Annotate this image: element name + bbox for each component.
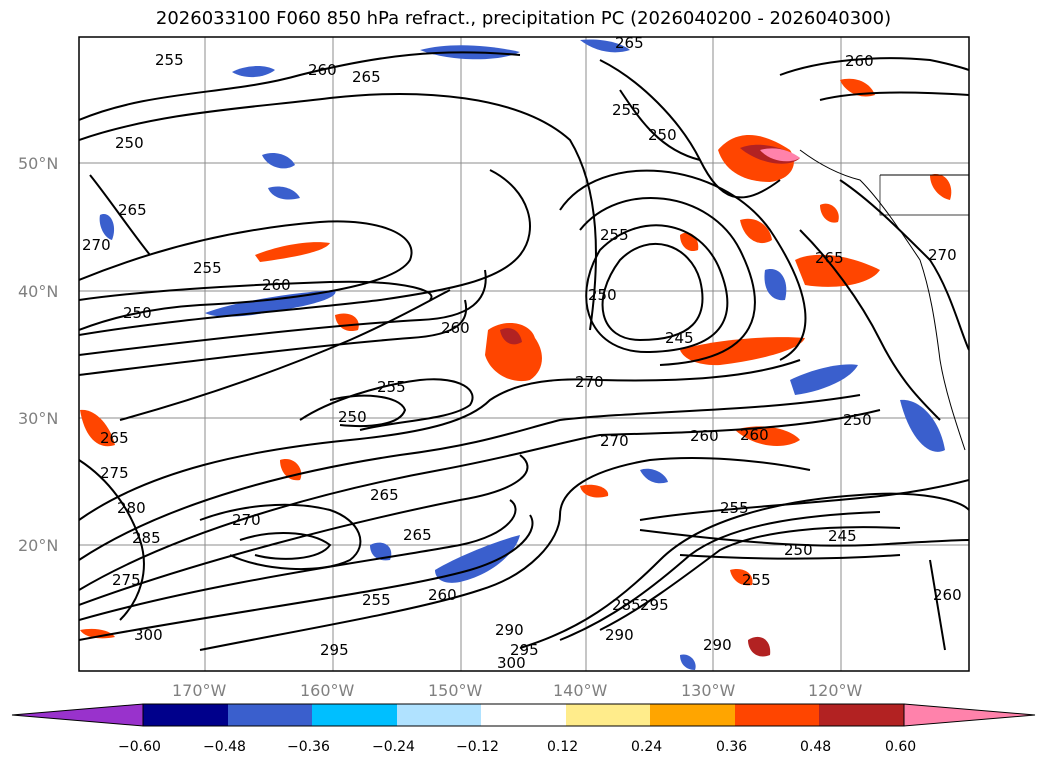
contour-label: 300 bbox=[134, 626, 163, 644]
coastline bbox=[799, 149, 966, 451]
contour-label: 250 bbox=[784, 541, 813, 559]
lon-tick-label: 150°W bbox=[428, 681, 483, 700]
contour-label: 255 bbox=[155, 51, 184, 69]
lon-tick-label: 160°W bbox=[300, 681, 355, 700]
contour-label: 250 bbox=[338, 408, 367, 426]
lon-tick-label: 130°W bbox=[681, 681, 736, 700]
contour-label: 245 bbox=[665, 329, 694, 347]
colorbar-label: −0.24 bbox=[372, 739, 415, 755]
colorbar-label: 0.60 bbox=[885, 739, 916, 755]
colorbar-segment bbox=[819, 704, 904, 726]
map-border bbox=[78, 36, 970, 672]
lat-tick-label: 40°N bbox=[18, 282, 58, 301]
contour-label: 255 bbox=[612, 101, 641, 119]
contour-label: 255 bbox=[377, 378, 406, 396]
contour-label: 270 bbox=[928, 246, 957, 264]
colorbar-segment bbox=[650, 704, 735, 726]
contour-label: 255 bbox=[362, 591, 391, 609]
colorbar bbox=[11, 703, 1036, 727]
contour-label: 270 bbox=[600, 432, 629, 450]
colorbar-label: 0.24 bbox=[631, 739, 662, 755]
contour-labels: 255 260 265 250 270 265 255 260 250 255 … bbox=[82, 34, 962, 672]
colorbar-label: 0.12 bbox=[547, 739, 578, 755]
contour-label: 295 bbox=[320, 641, 349, 659]
colorbar-label: 0.36 bbox=[716, 739, 747, 755]
contour-label: 250 bbox=[588, 286, 617, 304]
contour-label: 295 bbox=[510, 641, 539, 659]
lon-tick-label: 120°W bbox=[808, 681, 863, 700]
lon-tick-labels: 170°W 160°W 150°W 140°W 130°W 120°W bbox=[172, 681, 863, 700]
contour-label: 255 bbox=[600, 226, 629, 244]
lon-tick-label: 140°W bbox=[553, 681, 608, 700]
lon-tick-label: 170°W bbox=[172, 681, 227, 700]
contour-label: 260 bbox=[308, 61, 337, 79]
colorbar-label: −0.48 bbox=[203, 739, 246, 755]
contour-label: 300 bbox=[497, 654, 526, 672]
precip-shading bbox=[80, 39, 952, 670]
contour-label: 260 bbox=[845, 52, 874, 70]
lat-tick-label: 20°N bbox=[18, 536, 58, 555]
colorbar-segment bbox=[566, 704, 650, 726]
colorbar-segment bbox=[228, 704, 312, 726]
contour-label: 290 bbox=[605, 626, 634, 644]
contour-label: 265 bbox=[352, 68, 381, 86]
refractivity-contours bbox=[79, 51, 969, 651]
lat-tick-label: 30°N bbox=[18, 409, 58, 428]
contour-label: 270 bbox=[575, 373, 604, 391]
lat-tick-labels: 50°N 40°N 30°N 20°N bbox=[18, 154, 58, 555]
state-line bbox=[879, 175, 969, 216]
contour-label: 250 bbox=[648, 126, 677, 144]
contour-label: 275 bbox=[112, 571, 141, 589]
colorbar-segment bbox=[143, 704, 228, 726]
contour-label: 250 bbox=[115, 134, 144, 152]
contour-label: 290 bbox=[703, 636, 732, 654]
contour-label: 280 bbox=[117, 499, 146, 517]
colorbar-extend-high bbox=[903, 703, 1036, 727]
contour-label: 265 bbox=[118, 201, 147, 219]
contour-label: 260 bbox=[441, 319, 470, 337]
colorbar-label: 0.48 bbox=[800, 739, 831, 755]
contour-label: 245 bbox=[828, 527, 857, 545]
contour-label: 270 bbox=[232, 511, 261, 529]
lat-tick-label: 50°N bbox=[18, 154, 58, 173]
colorbar-labels: −0.60 −0.48 −0.36 −0.24 −0.12 0.12 0.24 … bbox=[118, 739, 916, 755]
contour-label: 265 bbox=[100, 429, 129, 447]
contour-label: 255 bbox=[193, 259, 222, 277]
colorbar-border bbox=[142, 703, 905, 727]
contour-label: 260 bbox=[740, 426, 769, 444]
contour-label: 285 bbox=[132, 529, 161, 547]
contour-label: 290 bbox=[495, 621, 524, 639]
contour-label: 270 bbox=[82, 236, 111, 254]
contour-label: 255 bbox=[742, 571, 771, 589]
contour-label: 265 bbox=[815, 249, 844, 267]
colorbar-label: −0.60 bbox=[118, 739, 161, 755]
contour-label: 260 bbox=[262, 276, 291, 294]
contour-label: 295 bbox=[640, 596, 669, 614]
contour-label: 265 bbox=[615, 34, 644, 52]
contour-label: 260 bbox=[428, 586, 457, 604]
colorbar-segment bbox=[481, 704, 566, 726]
contour-label: 285 bbox=[612, 596, 641, 614]
contour-label: 265 bbox=[403, 526, 432, 544]
colorbar-segment bbox=[397, 704, 481, 726]
contour-label: 260 bbox=[690, 427, 719, 445]
gridlines bbox=[79, 37, 969, 671]
contour-label: 265 bbox=[370, 486, 399, 504]
colorbar-label: −0.12 bbox=[456, 739, 499, 755]
colorbar-extend-low bbox=[11, 703, 144, 727]
contour-label: 260 bbox=[933, 586, 962, 604]
colorbar-label: −0.36 bbox=[287, 739, 330, 755]
contour-label: 250 bbox=[123, 304, 152, 322]
contour-label: 275 bbox=[100, 464, 129, 482]
map-title: 2026033100 F060 850 hPa refract., precip… bbox=[155, 8, 892, 29]
colorbar-segment bbox=[735, 704, 819, 726]
contour-label: 255 bbox=[720, 499, 749, 517]
contour-label: 250 bbox=[843, 411, 872, 429]
colorbar-segment bbox=[312, 704, 397, 726]
